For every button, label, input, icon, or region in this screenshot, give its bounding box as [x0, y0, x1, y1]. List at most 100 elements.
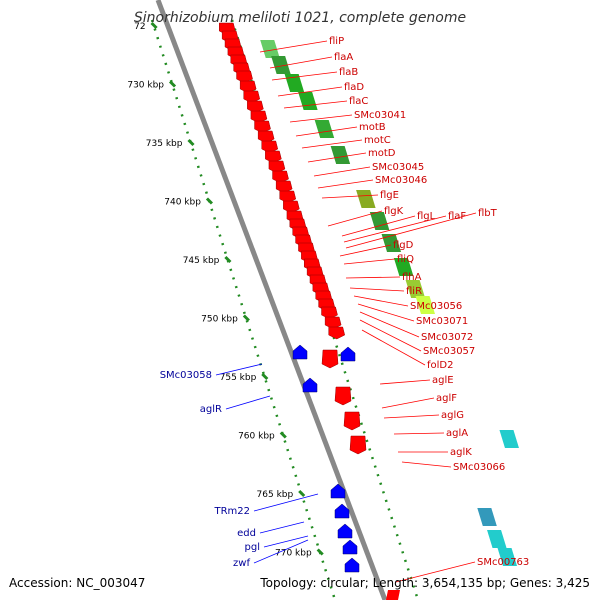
leader-line [349, 287, 405, 292]
gene-label-flip: fliP [329, 36, 344, 47]
leader-line [317, 179, 374, 189]
gene-label-smc03072: SMc03072 [421, 332, 473, 343]
leader-line [341, 215, 416, 237]
page-title: Sinorhizobium meliloti 1021, complete ge… [134, 10, 466, 26]
gene-label-flgl: flgL [417, 211, 436, 222]
topology-text: Topology: circular; Length: 3,654,135 bp… [259, 576, 590, 590]
kbp-label: 765 kbp [257, 490, 294, 500]
gene-label-zwf: zwf [233, 558, 250, 569]
kbp-tick [279, 431, 287, 439]
expression-bar [284, 74, 305, 92]
leader-line [359, 311, 420, 338]
gene-label-smc03045: SMc03045 [372, 162, 424, 173]
expression-bar [330, 146, 351, 164]
kbp-label: 750 kbp [201, 315, 238, 325]
leader-line [339, 244, 392, 257]
leader-line [343, 258, 396, 265]
kbp-label: 735 kbp [146, 139, 183, 149]
forward-gene-arrow [328, 326, 346, 340]
gene-label-flha: flhA [402, 272, 422, 283]
kbp-tick [150, 21, 158, 30]
kbp-label: 740 kbp [164, 198, 201, 208]
leader-line [301, 139, 363, 149]
reverse-genes [292, 344, 360, 573]
kbp-tick [168, 80, 177, 88]
kbp-label: 745 kbp [183, 256, 220, 266]
kbp-ticks: 72 730 kbp 735 kbp 740 kbp 745 kbp 750 kbp 755… [127, 21, 324, 559]
forward-gene-arrow [343, 411, 361, 431]
genome-backbone [155, 0, 388, 600]
gene-label-smc03071: SMc03071 [416, 316, 468, 327]
gene-label-flir: fliR [406, 286, 422, 297]
reverse-gene-arrow [337, 523, 353, 539]
forward-gene-arrow [386, 590, 400, 600]
kbp-tick [224, 255, 232, 264]
gene-label-flge: flgE [380, 190, 399, 201]
leader-line [313, 166, 371, 177]
kbp-tick [242, 314, 250, 322]
forward-genes [219, 22, 400, 600]
leader-line [259, 40, 328, 53]
forward-gene-arrow [349, 435, 367, 455]
expression-bar [497, 548, 518, 566]
expression-bar [260, 40, 280, 58]
reverse-gene-arrow [292, 344, 308, 360]
gene-label-trm22: TRm22 [213, 506, 250, 517]
leader-line [321, 194, 379, 199]
leader-line [357, 303, 415, 322]
expression-bar [393, 258, 414, 276]
gene-label-aglk: aglK [450, 447, 472, 458]
kbp-label: 770 kbp [275, 549, 312, 559]
kbp-label: 72 [134, 22, 145, 32]
leader-line [283, 100, 348, 109]
gene-label-motd: motD [368, 148, 396, 159]
gene-label-fliq: fliQ [397, 254, 414, 265]
gene-label-agle: aglE [432, 375, 454, 386]
gene-label-flaa: flaA [334, 52, 353, 63]
leader-line [359, 319, 422, 352]
gene-label-motc: motC [364, 135, 391, 146]
kbp-tick [205, 197, 214, 205]
leader-line [289, 114, 353, 123]
leader-line [307, 152, 367, 163]
gene-label-aglg: aglG [441, 410, 464, 421]
kbp-label: 755 kbp [220, 373, 257, 383]
gene-label-smc03057: SMc03057 [423, 346, 475, 357]
forward-gene-arrow [334, 386, 352, 406]
leader-line [277, 86, 343, 97]
gene-label-smc00763: SMc00763 [477, 557, 529, 568]
leader-line [353, 295, 409, 307]
expression-bar [405, 280, 426, 298]
expression-bar [314, 120, 335, 138]
leader-line [327, 210, 383, 227]
leader-line [215, 363, 263, 376]
gene-label-flad: flaD [344, 82, 364, 93]
kbp-tick [298, 489, 306, 498]
gene-label-fold2: folD2 [427, 360, 453, 371]
expression-bar [487, 530, 507, 548]
leader-line [269, 56, 333, 69]
gene-label-aglr: aglR [200, 404, 222, 415]
gene-label-flaf: flaF [448, 211, 466, 222]
accession-text: Accession: NC_003047 [9, 576, 145, 590]
gene-label-flab: flaB [339, 67, 358, 78]
expression-bars [260, 40, 519, 566]
leader-line [253, 493, 319, 512]
expression-bar [369, 212, 390, 230]
leader-line [343, 215, 447, 243]
expression-bar [477, 508, 497, 526]
expression-bar [499, 430, 519, 448]
gene-label-aglf: aglF [436, 393, 457, 404]
reverse-gene-arrow [342, 539, 358, 555]
kbp-tick [187, 138, 195, 147]
reverse-gene-arrow [330, 483, 346, 499]
leader-line [345, 212, 477, 249]
leader-line [295, 126, 358, 137]
leader-line [345, 276, 401, 279]
kbp-label: 760 kbp [238, 432, 275, 442]
leader-line [225, 395, 271, 410]
reverse-gene-arrow [334, 503, 350, 519]
leader-line [381, 397, 435, 409]
